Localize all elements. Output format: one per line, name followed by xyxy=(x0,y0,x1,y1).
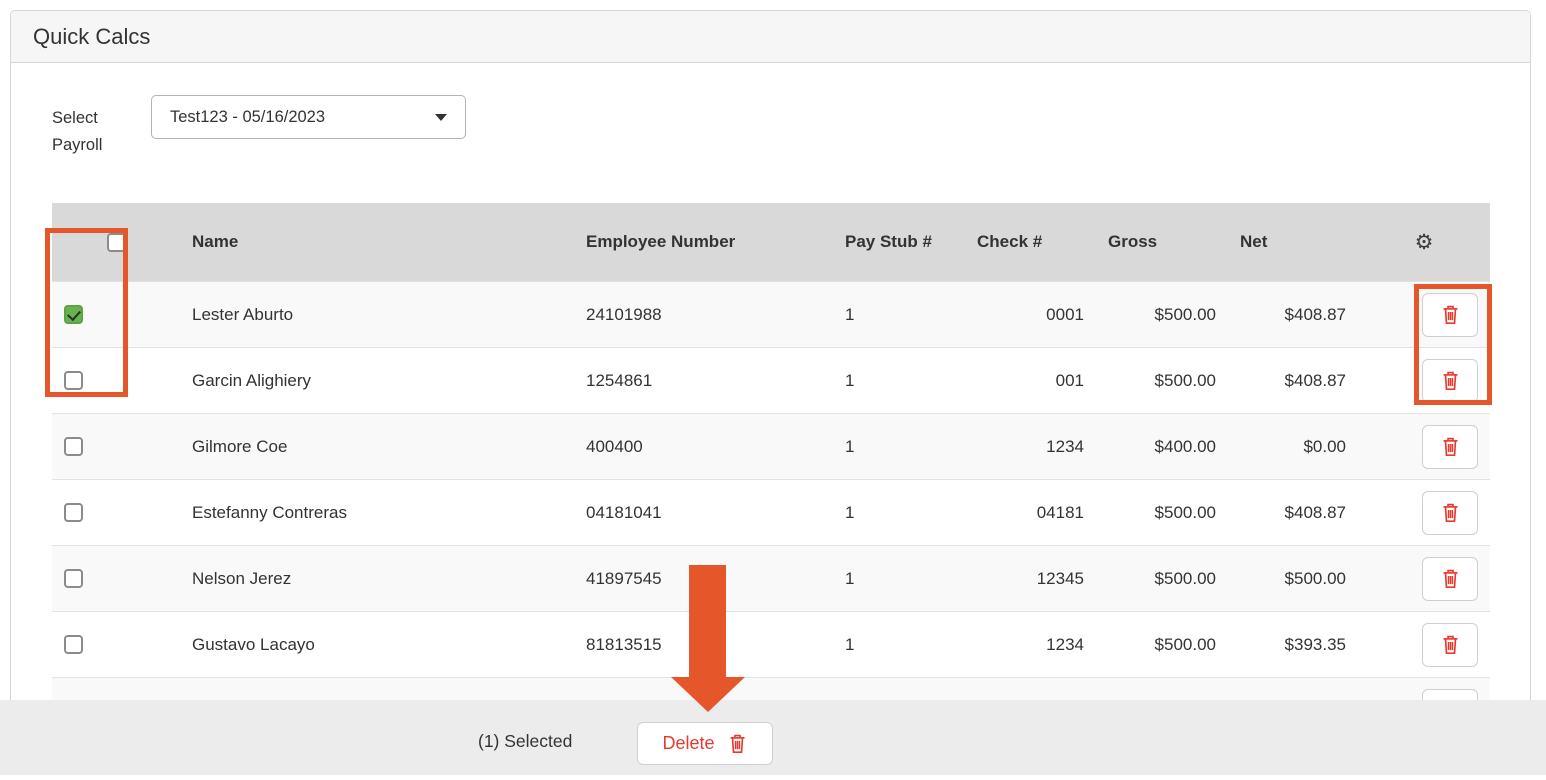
cell-net: $500.00 xyxy=(1228,545,1358,611)
cell-check-number: 001 xyxy=(965,347,1096,413)
cell-employee-number: 41897545 xyxy=(574,545,833,611)
cell-employee-number: 24101988 xyxy=(574,281,833,347)
cell-check-number: 1234 xyxy=(965,611,1096,677)
table-row: Lester Aburto 24101988 1 0001 $500.00 $4… xyxy=(52,281,1490,347)
trash-icon xyxy=(1440,370,1461,392)
cell-pay-stub: 1 xyxy=(833,281,965,347)
row-delete-button[interactable] xyxy=(1422,623,1478,667)
trash-icon xyxy=(1440,502,1461,524)
cell-name: Garcin Alighiery xyxy=(180,347,574,413)
table-header-row: Name Employee Number Pay Stub # Check # … xyxy=(52,203,1490,281)
cell-net: $0.00 xyxy=(1228,413,1358,479)
cell-net: $393.35 xyxy=(1228,611,1358,677)
row-checkbox[interactable] xyxy=(64,305,83,324)
cell-employee-number: 1254861 xyxy=(574,347,833,413)
cell-name: Gustavo Lacayo xyxy=(180,611,574,677)
trash-icon xyxy=(1440,304,1461,326)
row-checkbox[interactable] xyxy=(64,635,83,654)
cell-pay-stub: 1 xyxy=(833,347,965,413)
cell-name: Gilmore Coe xyxy=(180,413,574,479)
cell-pay-stub: 1 xyxy=(833,545,965,611)
table-row: Garcin Alighiery 1254861 1 001 $500.00 $… xyxy=(52,347,1490,413)
cell-check-number: 12345 xyxy=(965,545,1096,611)
select-payroll-label: Select Payroll xyxy=(52,105,124,159)
trash-icon xyxy=(727,733,748,755)
cell-gross: $500.00 xyxy=(1096,611,1228,677)
row-checkbox[interactable] xyxy=(64,371,83,390)
cell-gross: $500.00 xyxy=(1096,281,1228,347)
cell-gross: $500.00 xyxy=(1096,347,1228,413)
delete-button-label: Delete xyxy=(662,733,714,754)
cell-employee-number: 81813515 xyxy=(574,611,833,677)
cell-employee-number: 04181041 xyxy=(574,479,833,545)
column-header-net: Net xyxy=(1228,203,1358,281)
column-header-name: Name xyxy=(180,203,574,281)
payroll-dropdown-value: Test123 - 05/16/2023 xyxy=(170,108,325,127)
cell-gross: $500.00 xyxy=(1096,479,1228,545)
footer-action-bar xyxy=(0,700,1546,775)
delete-button[interactable]: Delete xyxy=(637,722,773,765)
cell-pay-stub: 1 xyxy=(833,611,965,677)
row-delete-button[interactable] xyxy=(1422,491,1478,535)
row-delete-button[interactable] xyxy=(1422,557,1478,601)
payroll-dropdown[interactable]: Test123 - 05/16/2023 xyxy=(151,95,466,139)
table-row: Estefanny Contreras 04181041 1 04181 $50… xyxy=(52,479,1490,545)
gear-icon[interactable]: ⚙ xyxy=(1415,230,1434,254)
cell-gross: $500.00 xyxy=(1096,545,1228,611)
row-delete-button[interactable] xyxy=(1422,425,1478,469)
cell-check-number: 0001 xyxy=(965,281,1096,347)
cell-name: Estefanny Contreras xyxy=(180,479,574,545)
row-delete-button[interactable] xyxy=(1422,359,1478,403)
page-title: Quick Calcs xyxy=(33,24,150,50)
column-header-gross: Gross xyxy=(1096,203,1228,281)
trash-icon xyxy=(1440,436,1461,458)
cell-name: Nelson Jerez xyxy=(180,545,574,611)
cell-net: $408.87 xyxy=(1228,281,1358,347)
cell-name: Lester Aburto xyxy=(180,281,574,347)
select-all-checkbox[interactable] xyxy=(107,233,126,252)
cell-employee-number: 400400 xyxy=(574,413,833,479)
table-row: Gilmore Coe 400400 1 1234 $400.00 $0.00 xyxy=(52,413,1490,479)
row-checkbox[interactable] xyxy=(64,569,83,588)
caret-down-icon xyxy=(435,114,447,121)
row-checkbox[interactable] xyxy=(64,437,83,456)
column-header-check-number: Check # xyxy=(965,203,1096,281)
cell-pay-stub: 1 xyxy=(833,479,965,545)
table-row: Nelson Jerez 41897545 1 12345 $500.00 $5… xyxy=(52,545,1490,611)
row-checkbox[interactable] xyxy=(64,503,83,522)
quick-calcs-table: Name Employee Number Pay Stub # Check # … xyxy=(52,203,1490,743)
cell-check-number: 1234 xyxy=(965,413,1096,479)
trash-icon xyxy=(1440,568,1461,590)
cell-check-number: 04181 xyxy=(965,479,1096,545)
selected-count-text: (1) Selected xyxy=(478,731,572,752)
trash-icon xyxy=(1440,634,1461,656)
card-header: Quick Calcs xyxy=(11,11,1530,63)
cell-net: $408.87 xyxy=(1228,347,1358,413)
column-header-employee-number: Employee Number xyxy=(574,203,833,281)
cell-net: $408.87 xyxy=(1228,479,1358,545)
table-row: Gustavo Lacayo 81813515 1 1234 $500.00 $… xyxy=(52,611,1490,677)
cell-pay-stub: 1 xyxy=(833,413,965,479)
row-delete-button[interactable] xyxy=(1422,293,1478,337)
cell-gross: $400.00 xyxy=(1096,413,1228,479)
column-header-pay-stub: Pay Stub # xyxy=(833,203,965,281)
